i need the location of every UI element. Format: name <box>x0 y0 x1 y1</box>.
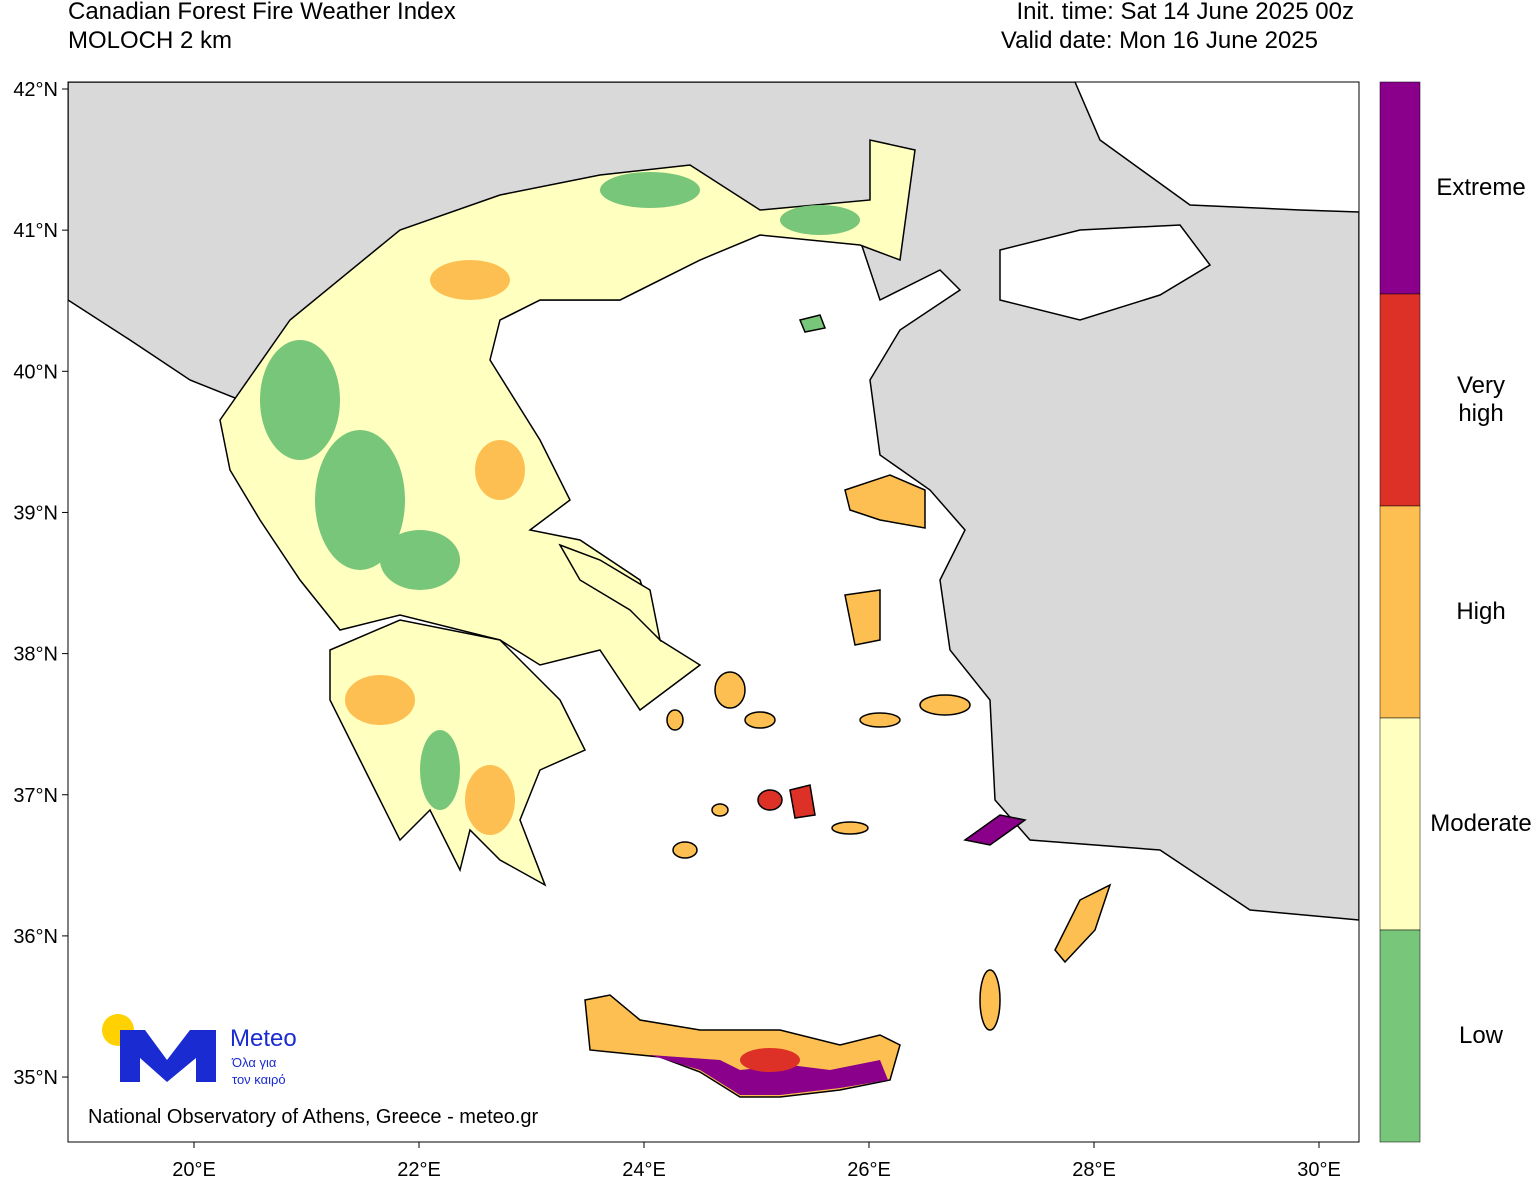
lon-tick-label: 22°E <box>397 1159 441 1179</box>
legend-label: Very high <box>1456 372 1506 427</box>
legend-swatch <box>1379 81 1421 295</box>
lat-tick-label: 37°N <box>13 785 58 807</box>
chios <box>844 589 881 646</box>
lat-tick-label: 36°N <box>13 926 58 948</box>
legend-label: Moderate <box>1430 810 1532 837</box>
legend-label: High <box>1456 598 1506 625</box>
euboea <box>558 543 662 643</box>
marmara <box>999 224 1212 321</box>
legend-label: Low <box>1458 1022 1504 1049</box>
legend-swatch <box>1379 717 1421 931</box>
land <box>68 82 1359 1098</box>
init-time: Init. time: Sat 14 June 2025 00z <box>1016 0 1354 25</box>
lesvos <box>844 474 926 529</box>
legend-swatch <box>1379 929 1421 1143</box>
lon-tick-label: 26°E <box>847 1159 891 1179</box>
logo-tagline: Όλα για <box>231 1055 277 1070</box>
lat-tick-label: 42°N <box>13 79 58 101</box>
valid-date: Valid date: Mon 16 June 2025 <box>1000 27 1318 54</box>
credit: National Observatory of Athens, Greece -… <box>88 1106 539 1128</box>
lat-tick-label: 35°N <box>13 1067 58 1089</box>
model: MOLOCH 2 km <box>68 27 233 54</box>
lat-tick-label: 41°N <box>13 220 58 242</box>
rhodes <box>1054 883 1112 964</box>
naxos <box>789 784 816 819</box>
crete-extreme <box>650 1055 888 1095</box>
lat-tick-label: 38°N <box>13 644 58 666</box>
lon-tick-label: 30°E <box>1297 1159 1341 1179</box>
thasos <box>798 314 827 333</box>
lat-tick-label: 39°N <box>13 502 58 524</box>
frame <box>67 81 1360 1143</box>
lon-tick-label: 28°E <box>1072 1159 1116 1179</box>
kos <box>963 814 1027 846</box>
patches <box>260 172 860 1072</box>
title: Canadian Forest Fire Weather Index <box>68 0 456 25</box>
lat-tick-label: 40°N <box>13 361 58 383</box>
islands <box>666 671 1001 1031</box>
legend-swatch <box>1379 505 1421 719</box>
logo-name: Meteo <box>230 1025 297 1052</box>
logo-mark <box>120 1030 216 1082</box>
legend-swatch <box>1379 293 1421 507</box>
lon-tick-label: 24°E <box>622 1159 666 1179</box>
legend-label: Extreme <box>1436 174 1526 201</box>
lon-tick-label: 20°E <box>172 1159 216 1179</box>
logo-tagline: τον καιρό <box>232 1072 286 1087</box>
